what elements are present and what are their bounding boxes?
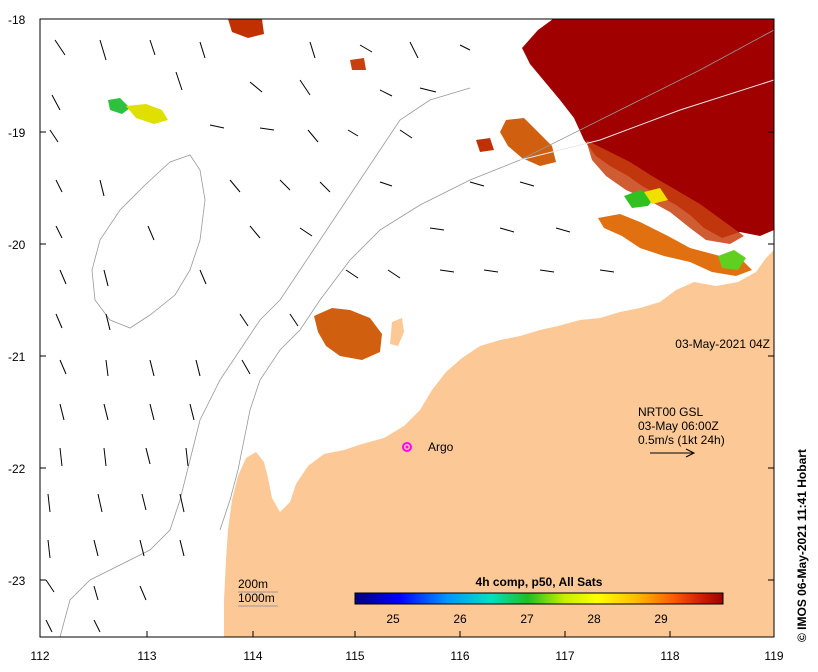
lon-tick: 117 bbox=[555, 649, 574, 663]
colorbar-tick: 26 bbox=[453, 612, 467, 626]
arrowhead-icon bbox=[685, 448, 696, 458]
lon-tick: 115 bbox=[345, 649, 364, 663]
current-vectors bbox=[45, 39, 615, 633]
colorbar-gradient bbox=[354, 592, 724, 605]
lon-tick: 113 bbox=[137, 649, 156, 663]
lat-tick: -18 bbox=[8, 13, 26, 27]
colorbar-tick: 25 bbox=[386, 612, 400, 626]
isobath-1000m bbox=[59, 87, 471, 637]
sst-yellow-patch bbox=[644, 188, 668, 204]
current-legend-line1: NRT00 GSL bbox=[638, 405, 703, 419]
lat-tick: -23 bbox=[8, 574, 26, 588]
lon-tick: 116 bbox=[450, 649, 469, 663]
sst-patch-top bbox=[228, 19, 264, 38]
sst-warm-edge bbox=[586, 140, 744, 244]
current-legend: NRT00 GSL 03-May 06:00Z 0.5m/s (1kt 24h) bbox=[638, 405, 725, 458]
sst-hot-region bbox=[522, 19, 774, 238]
sst-patch-center bbox=[314, 308, 382, 360]
current-legend-line2: 03-May 06:00Z bbox=[638, 419, 719, 433]
lon-tick: 119 bbox=[764, 649, 783, 663]
isobath-plateau bbox=[91, 154, 206, 329]
argo-marker bbox=[402, 442, 412, 452]
isobath-legend: 200m 1000m bbox=[238, 577, 278, 607]
sst-patch-nw-yellow bbox=[126, 104, 168, 124]
swath-line bbox=[519, 79, 774, 161]
lat-tick: -21 bbox=[8, 350, 26, 364]
lon-tick: 112 bbox=[30, 649, 49, 663]
map-frame bbox=[39, 18, 775, 638]
colorbar-tick: 28 bbox=[587, 612, 601, 626]
sst-patch-small bbox=[476, 138, 494, 152]
land-mainland bbox=[224, 250, 774, 637]
lon-tick: 114 bbox=[243, 649, 262, 663]
land-island bbox=[390, 318, 404, 346]
colorbar-tick: 29 bbox=[654, 612, 668, 626]
sst-patch-nw bbox=[108, 98, 130, 114]
lat-tick: -20 bbox=[8, 238, 26, 252]
argo-label: Argo bbox=[428, 440, 454, 454]
isobath-200m bbox=[219, 29, 774, 531]
credit-text: © IMOS 06-May-2021 11:41 Hobart bbox=[795, 449, 809, 642]
sst-patch-top-small bbox=[350, 58, 366, 70]
sst-green-patch-2 bbox=[718, 250, 746, 270]
lat-axis bbox=[40, 18, 774, 581]
lat-tick: -19 bbox=[8, 126, 26, 140]
lat-tick: -22 bbox=[8, 462, 26, 476]
sst-colorbar: 4h comp, p50, All Sats 25 26 27 28 29 bbox=[354, 575, 724, 626]
colorbar-title: 4h comp, p50, All Sats bbox=[476, 575, 603, 589]
current-legend-line3: 0.5m/s (1kt 24h) bbox=[638, 433, 725, 447]
lon-tick: 118 bbox=[660, 649, 679, 663]
colorbar-tick: 27 bbox=[520, 612, 534, 626]
isobath-legend-200m: 200m bbox=[238, 577, 268, 591]
lon-axis bbox=[39, 631, 775, 637]
plot-area: Argo 03-May-2021 04Z NRT00 GSL 03-May 06… bbox=[40, 19, 774, 637]
sst-patch-coastal bbox=[598, 214, 752, 276]
isobath-legend-1000m: 1000m bbox=[238, 591, 275, 605]
map-timestamp: 03-May-2021 04Z bbox=[675, 337, 770, 351]
